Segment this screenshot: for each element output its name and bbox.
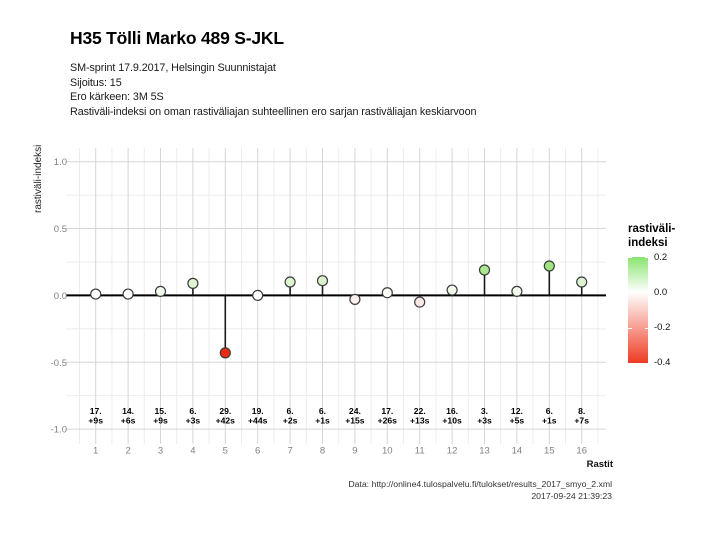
split-rank-label: 22. <box>414 406 426 416</box>
split-diff-label: +44s <box>248 416 268 426</box>
x-tick-label: 16 <box>576 446 587 457</box>
split-diff-label: +5s <box>510 416 525 426</box>
chart-subtitle: SM-sprint 17.9.2017, Helsingin Suunnista… <box>70 61 477 120</box>
data-points <box>90 260 588 359</box>
data-point <box>511 285 523 297</box>
x-tick-label: 12 <box>447 446 458 457</box>
split-diff-label: +10s <box>442 416 462 426</box>
x-tick-label: 13 <box>479 446 490 457</box>
x-tick-label: 9 <box>352 446 357 457</box>
split-diff-label: +42s <box>216 416 236 426</box>
split-rank-label: 6. <box>189 406 196 416</box>
y-tick-label: -1.0 <box>51 425 67 436</box>
y-tick-label: 0.5 <box>54 224 67 235</box>
footer-caption: Data: http://online4.tulospalvelu.fi/tul… <box>348 478 612 502</box>
split-rank-label: 19. <box>252 406 264 416</box>
split-rank-label: 6. <box>287 406 294 416</box>
subtitle-line-event: SM-sprint 17.9.2017, Helsingin Suunnista… <box>70 62 276 74</box>
split-rank-label: 17. <box>381 406 393 416</box>
split-diff-label: +15s <box>345 416 365 426</box>
data-point <box>219 347 231 359</box>
x-tick-label: 10 <box>382 446 393 457</box>
split-rank-label: 6. <box>319 406 326 416</box>
x-tick-label: 4 <box>190 446 195 457</box>
x-tick-label: 11 <box>415 446 425 457</box>
split-diff-label: +26s <box>378 416 398 426</box>
split-diff-label: +6s <box>121 416 136 426</box>
data-point <box>414 296 426 308</box>
x-tick-label: 8 <box>320 446 325 457</box>
data-point <box>478 264 491 276</box>
data-point <box>122 288 134 300</box>
y-tick-label: 1.0 <box>54 157 67 168</box>
split-rank-label: 14. <box>122 406 134 416</box>
x-tick-label: 1 <box>93 446 98 457</box>
x-axis-title: Rastit <box>587 459 614 470</box>
split-diff-label: +1s <box>315 416 330 426</box>
split-diff-label: +9s <box>88 416 103 426</box>
x-tick-label: 2 <box>125 446 130 457</box>
split-diff-label: +3s <box>477 416 492 426</box>
split-rank-label: 24. <box>349 406 361 416</box>
x-tick-label: 14 <box>512 446 523 457</box>
split-diff-label: +7s <box>574 416 589 426</box>
data-point <box>154 285 167 297</box>
x-tick-label: 6 <box>255 446 260 457</box>
data-point <box>284 276 296 288</box>
split-rank-label: 29. <box>219 406 231 416</box>
y-tick-label: -0.5 <box>51 358 67 369</box>
data-point <box>316 275 329 287</box>
x-tick-label: 7 <box>287 446 292 457</box>
split-rank-label: 17. <box>90 406 102 416</box>
y-tick-label: 0.0 <box>54 291 67 302</box>
x-tick-label: 5 <box>223 446 228 457</box>
footer-timestamp: 2017-09-24 21:39:23 <box>531 491 612 501</box>
split-rank-label: 12. <box>511 406 523 416</box>
split-rank-label: 3. <box>481 406 488 416</box>
footer-data-source: Data: http://online4.tulospalvelu.fi/tul… <box>348 479 612 489</box>
data-point <box>252 289 264 301</box>
chart-title: H35 Tölli Marko 489 S-JKL <box>70 28 284 48</box>
subtitle-line-description: Rastiväli-indeksi on oman rastiväliajan … <box>70 106 477 119</box>
split-diff-label: +3s <box>186 416 201 426</box>
split-rank-label: 8. <box>578 406 585 416</box>
data-point <box>90 288 102 300</box>
data-point <box>446 284 458 296</box>
data-point <box>543 260 555 272</box>
data-point <box>349 293 361 306</box>
split-diff-label: +9s <box>153 416 168 426</box>
data-point <box>381 287 393 299</box>
subtitle-line-gap: Ero kärkeen: 3M 5S <box>70 91 164 104</box>
x-tick-label: 3 <box>158 446 163 457</box>
subtitle-line-placement: Sijoitus: 15 <box>70 76 122 89</box>
data-point <box>576 276 588 288</box>
split-diff-label: +2s <box>283 416 298 426</box>
data-point <box>187 277 199 289</box>
split-rank-label: 6. <box>546 406 553 416</box>
split-rank-label: 16. <box>446 406 458 416</box>
split-diff-label: +1s <box>542 416 557 426</box>
x-tick-label: 15 <box>544 446 555 457</box>
split-diff-label: +13s <box>410 416 430 426</box>
split-rank-label: 15. <box>155 406 167 416</box>
